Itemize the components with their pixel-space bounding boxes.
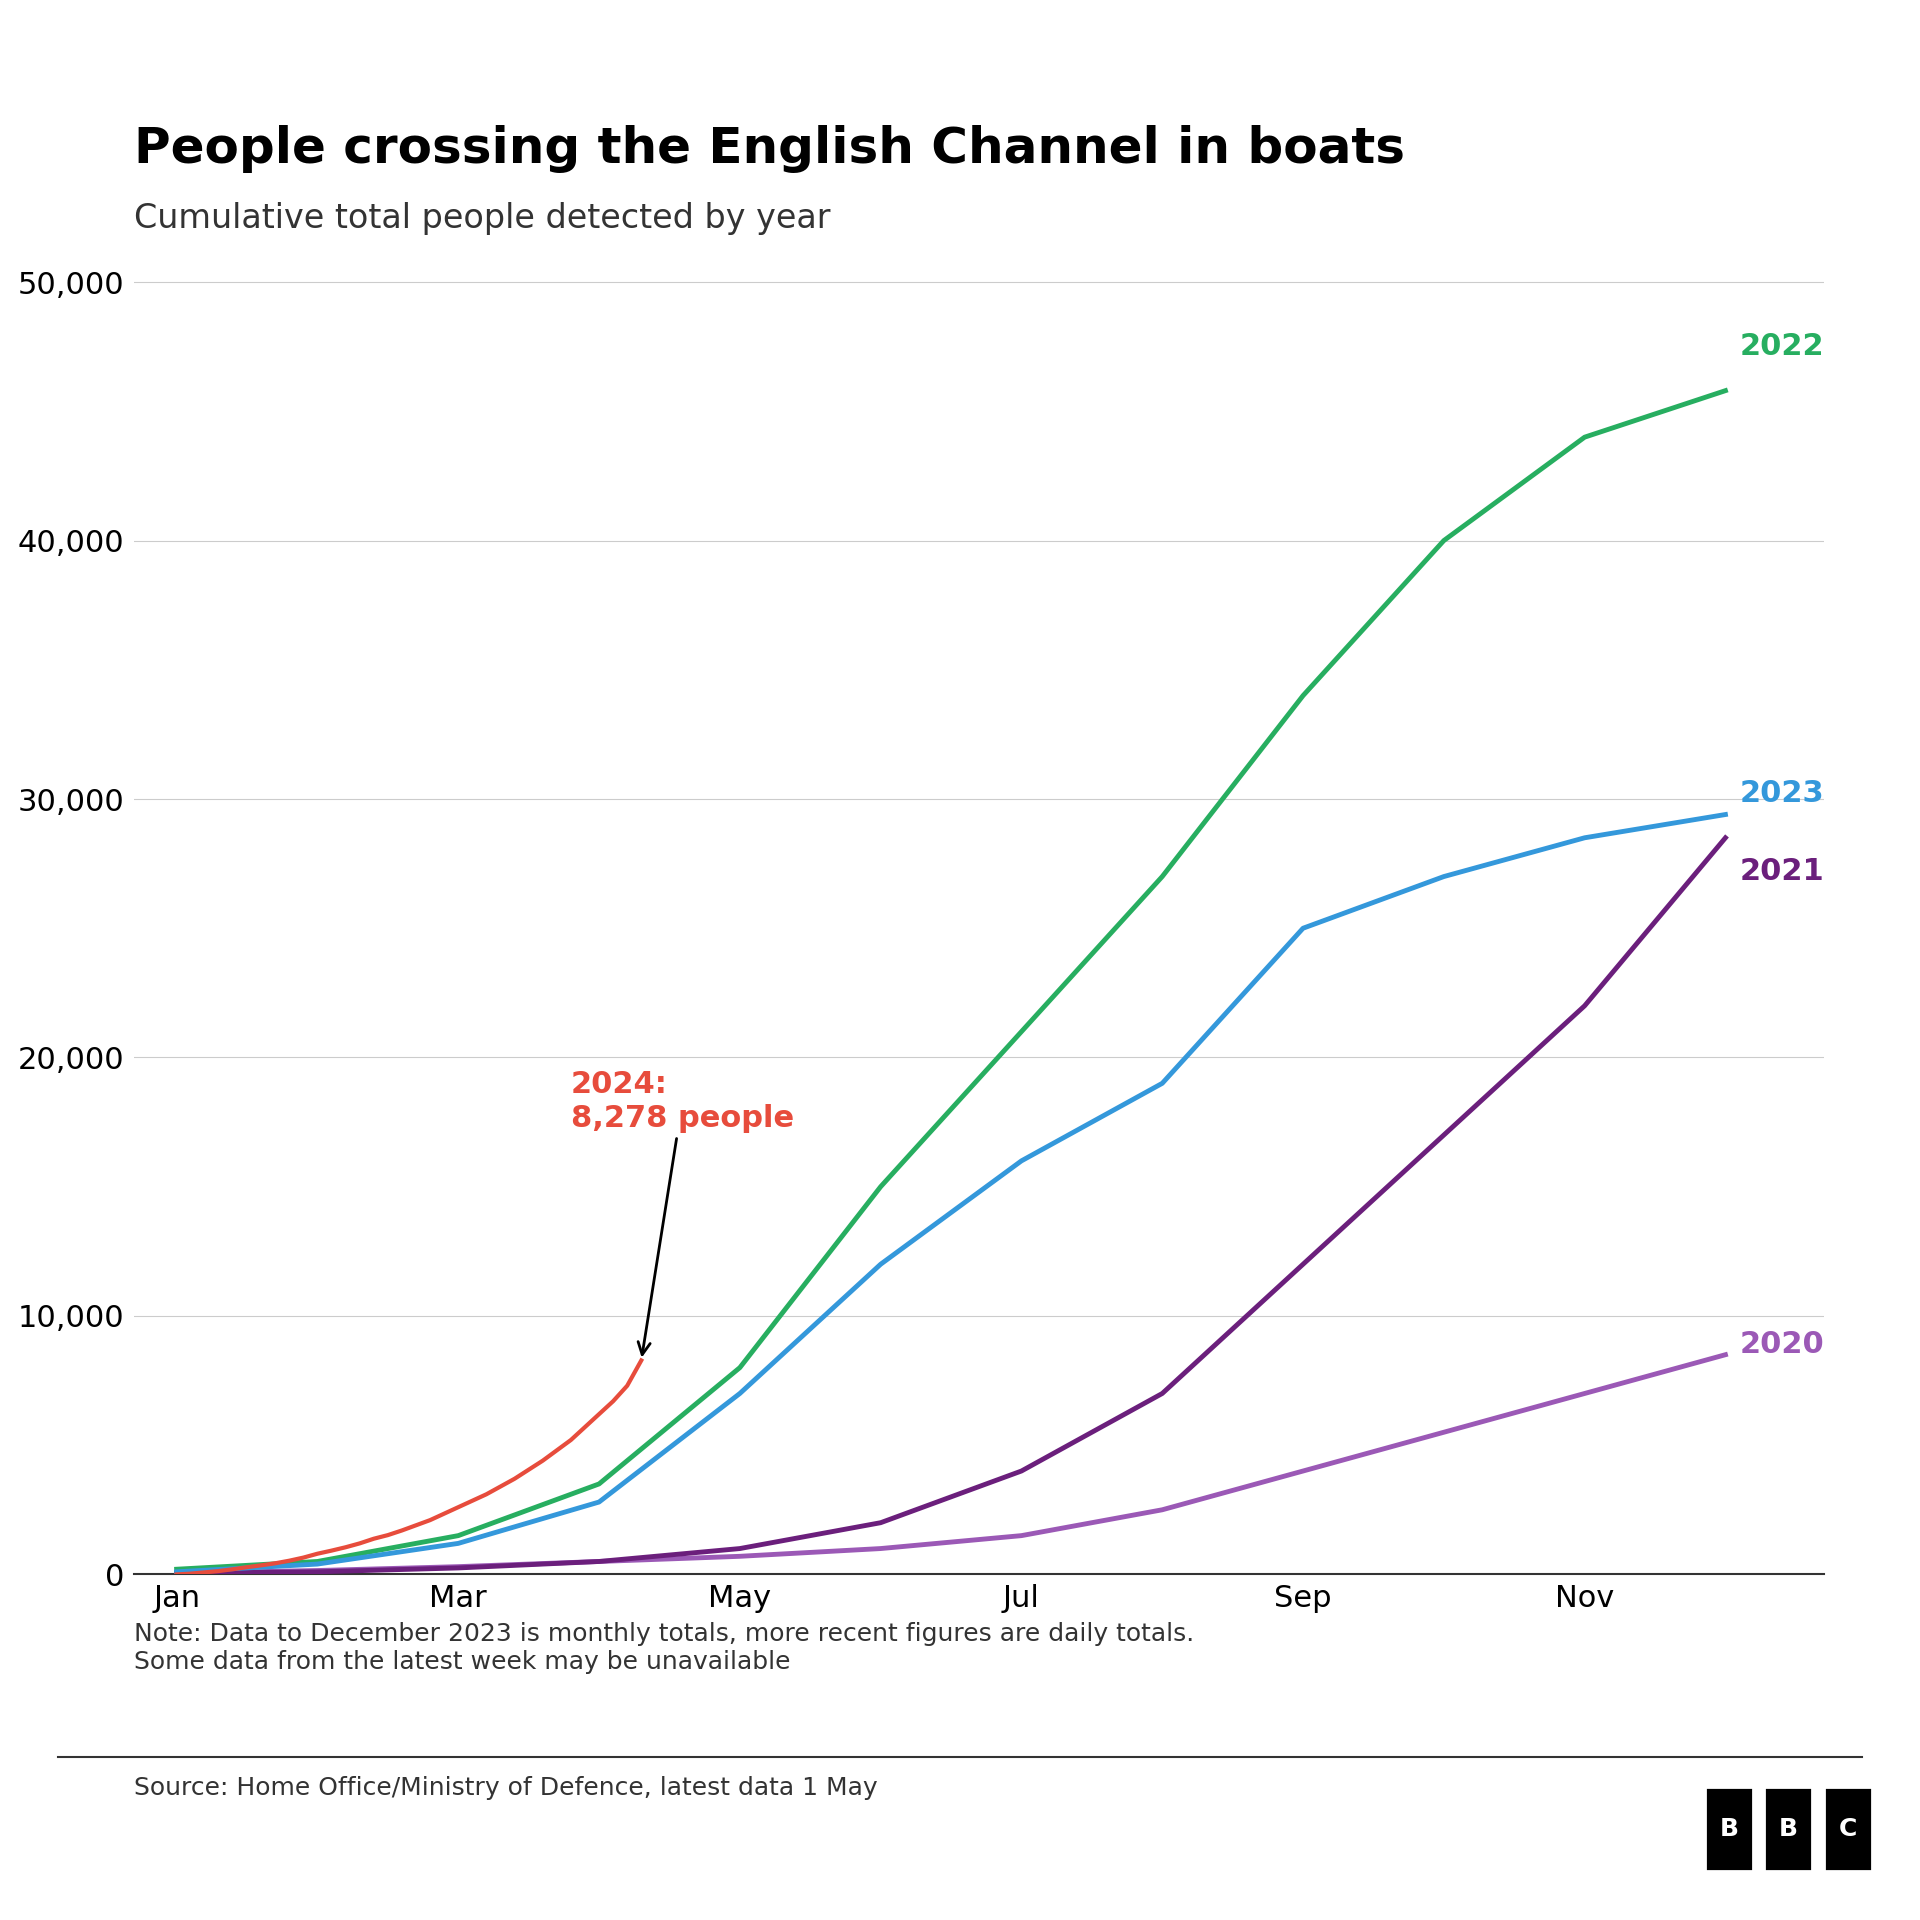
Text: People crossing the English Channel in boats: People crossing the English Channel in b…: [134, 125, 1405, 173]
Bar: [1764, 1786, 1812, 1870]
Text: 2020: 2020: [1740, 1331, 1824, 1359]
Text: 2023: 2023: [1740, 780, 1824, 808]
Text: C: C: [1839, 1816, 1857, 1841]
Text: Cumulative total people detected by year: Cumulative total people detected by year: [134, 202, 831, 234]
Text: 2024:
8,278 people: 2024: 8,278 people: [570, 1071, 795, 1356]
Text: 2021: 2021: [1740, 856, 1824, 885]
Bar: [1824, 1786, 1872, 1870]
Text: 2022: 2022: [1740, 332, 1824, 361]
Bar: [1705, 1786, 1753, 1870]
Text: B: B: [1780, 1816, 1797, 1841]
Text: Note: Data to December 2023 is monthly totals, more recent figures are daily tot: Note: Data to December 2023 is monthly t…: [134, 1622, 1194, 1674]
Text: Source: Home Office/Ministry of Defence, latest data 1 May: Source: Home Office/Ministry of Defence,…: [134, 1776, 877, 1801]
Text: B: B: [1720, 1816, 1738, 1841]
